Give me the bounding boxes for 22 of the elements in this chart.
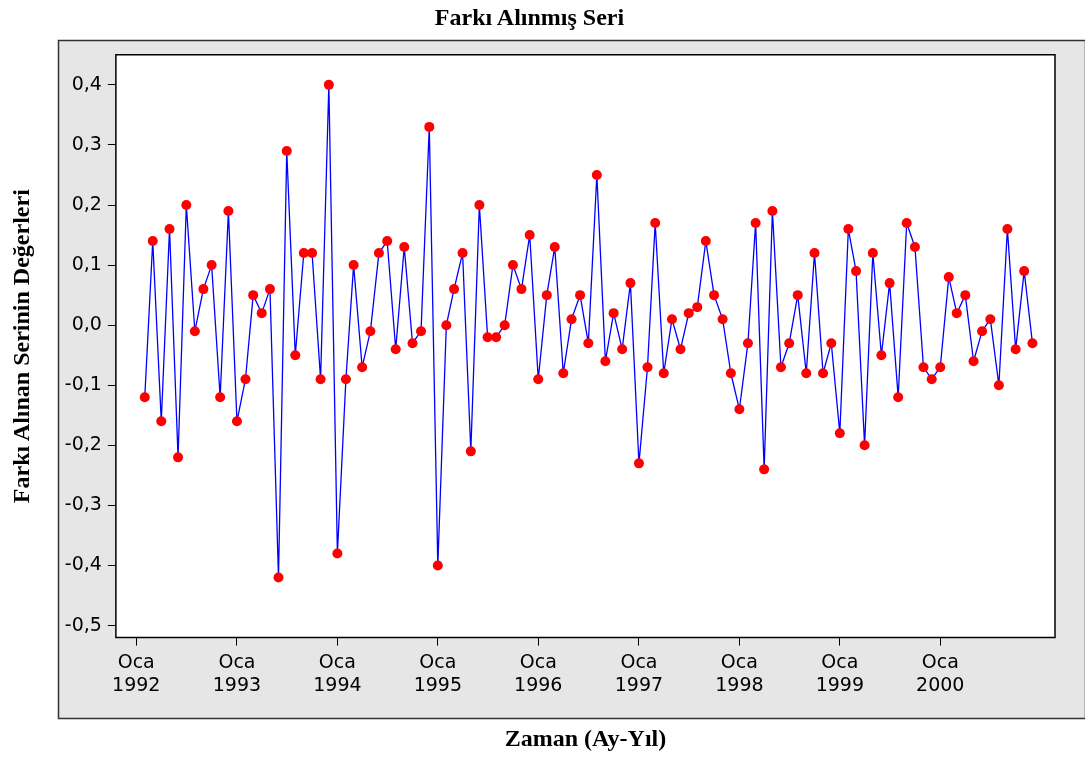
x-tick-label: Oca 1997 xyxy=(614,649,664,695)
x-tick-label: Oca 1993 xyxy=(212,649,262,695)
y-tick-label: -0,1 xyxy=(64,372,102,395)
x-tick-label: Oca 2000 xyxy=(916,649,965,695)
x-tick-label: Oca 1994 xyxy=(313,649,362,695)
x-axis-title: Zaman (Ay-Yıl) xyxy=(504,724,667,751)
x-tick-label: Oca 1999 xyxy=(815,649,864,695)
x-tick-label: Oca 1996 xyxy=(514,649,563,695)
x-tick-label: Oca 1992 xyxy=(112,649,161,695)
x-tick-label: Oca 1995 xyxy=(413,649,462,695)
y-tick-label: -0,2 xyxy=(64,432,102,455)
chart-title: Farkı Alınmış Seri xyxy=(434,3,625,30)
y-tick-label: -0,3 xyxy=(64,492,102,515)
y-axis-title: Farkı Alınan Serinin Değerleri xyxy=(7,188,34,504)
y-tick-label: 0,2 xyxy=(71,191,102,214)
x-tick-label: Oca 1998 xyxy=(715,649,764,695)
y-tick-label: 0,3 xyxy=(71,131,102,154)
y-tick-label: -0,4 xyxy=(64,552,102,575)
y-tick-label: 0,4 xyxy=(71,71,102,94)
y-tick-label: 0,0 xyxy=(71,312,102,335)
y-tick-label: 0,1 xyxy=(71,252,102,275)
y-tick-label: -0,5 xyxy=(64,612,102,635)
